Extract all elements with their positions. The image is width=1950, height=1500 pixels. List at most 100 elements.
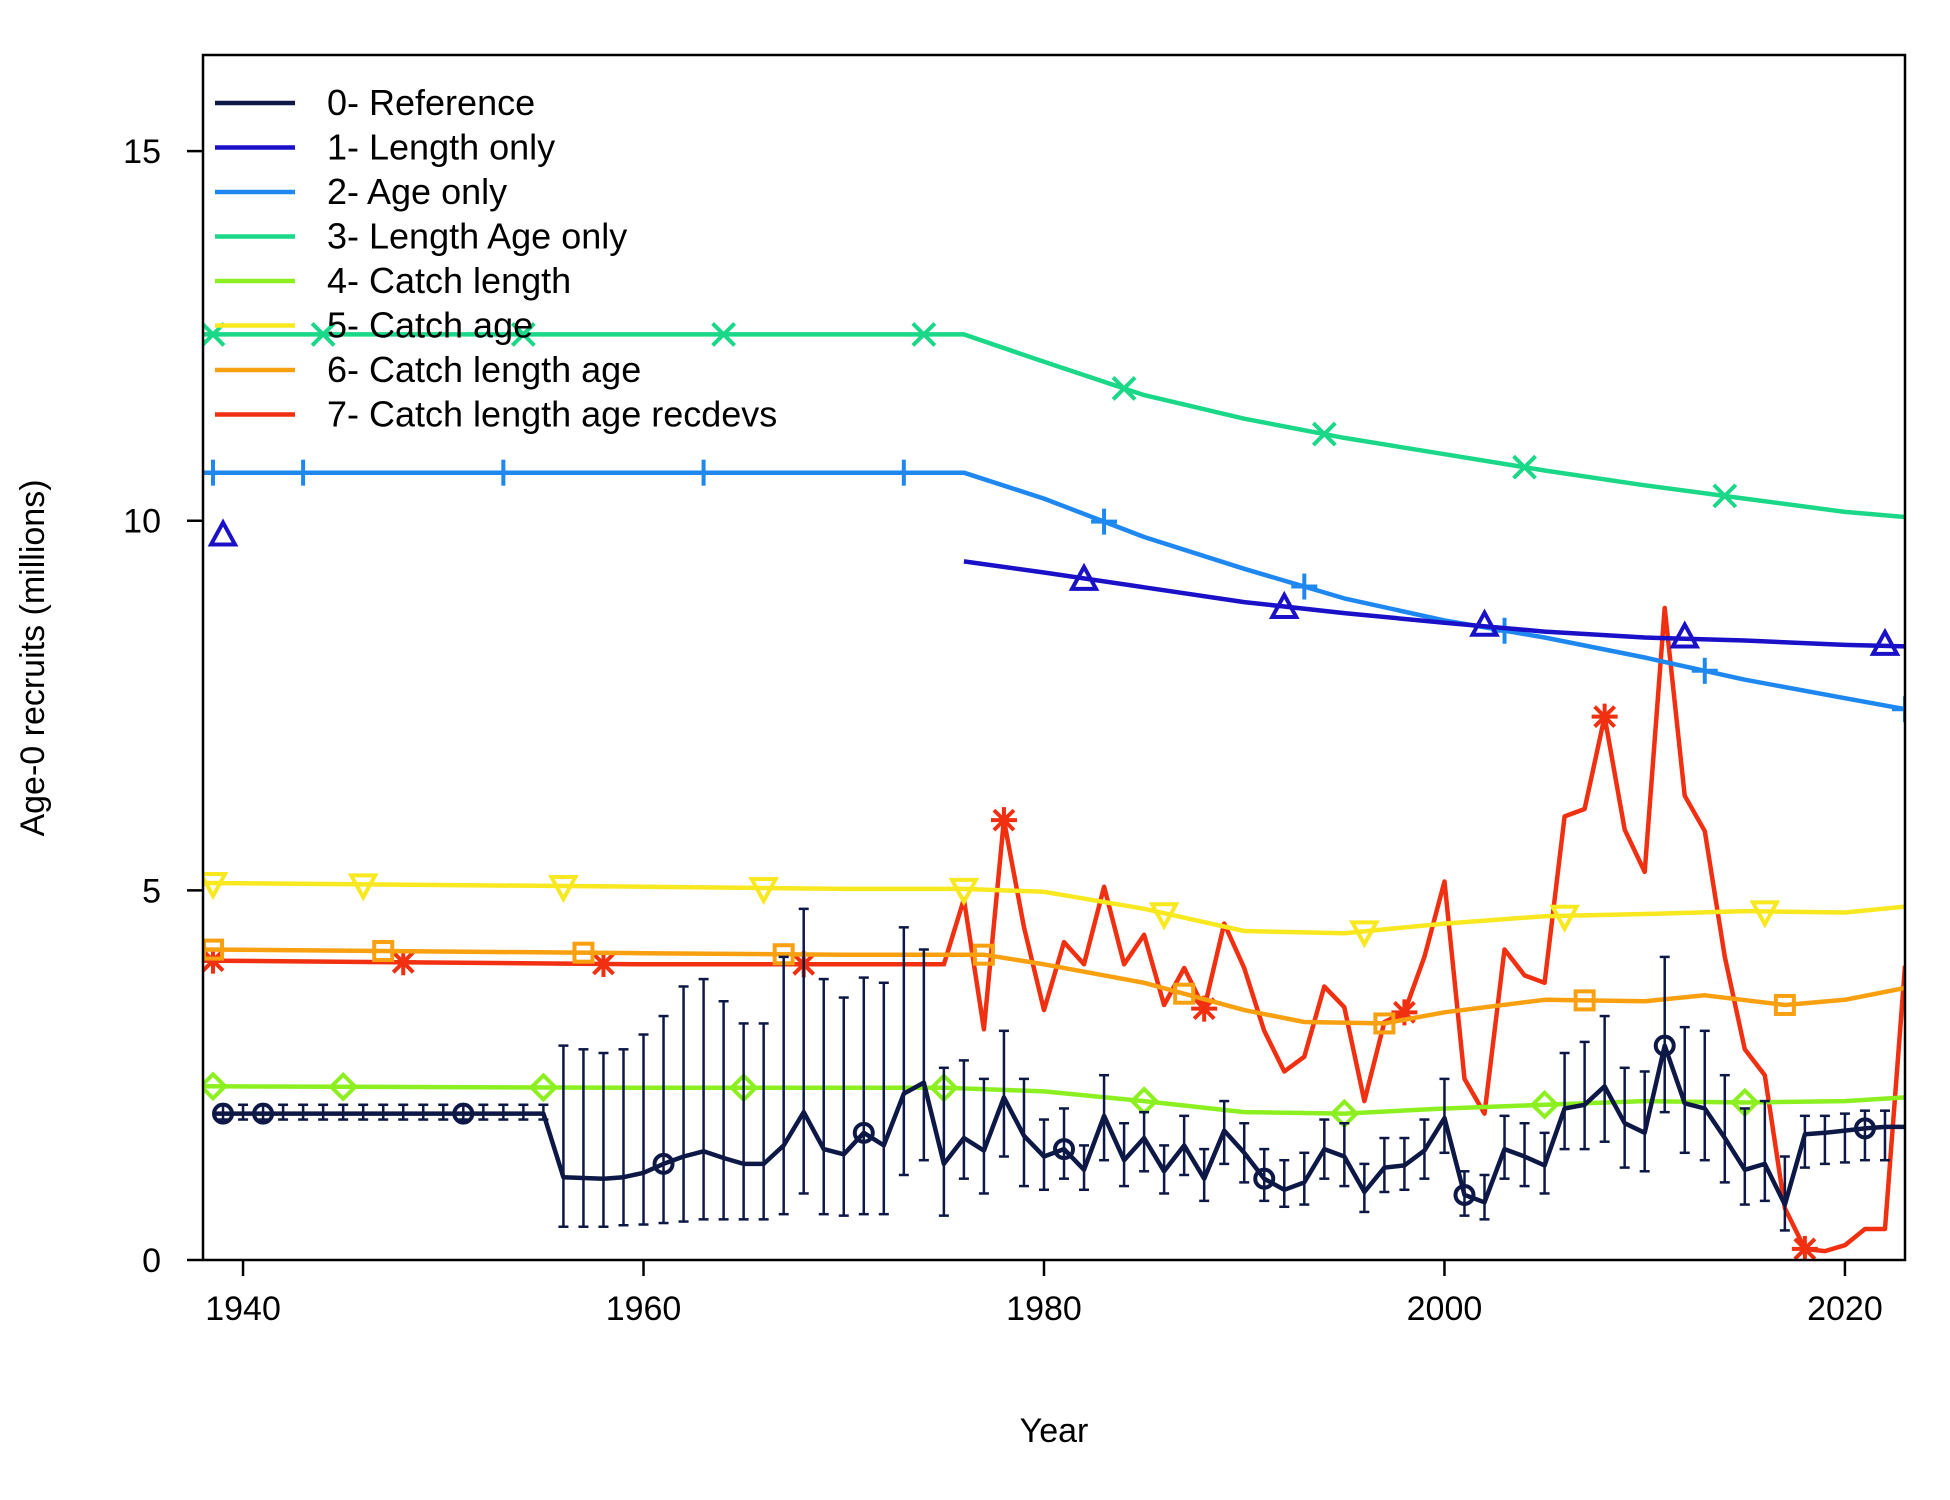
series-3	[203, 322, 1905, 520]
error-bar	[1379, 1136, 1390, 1194]
legend-entry: 1- Length only	[215, 127, 555, 168]
error-bar	[1679, 1025, 1690, 1155]
error-bar	[698, 977, 709, 1221]
legend-label: 4- Catch length	[327, 260, 571, 301]
series-marker	[572, 941, 595, 964]
error-bar	[1779, 1155, 1790, 1232]
series-marker	[690, 459, 717, 486]
error-bar	[818, 977, 829, 1216]
series-marker	[1291, 573, 1318, 600]
series-marker	[203, 1071, 228, 1102]
series-marker	[372, 940, 395, 963]
series-marker	[1311, 421, 1337, 447]
series-marker	[310, 322, 336, 347]
series-marker	[890, 459, 917, 486]
series-marker	[1148, 902, 1180, 931]
error-bar	[1739, 1107, 1750, 1206]
series-marker	[1691, 657, 1718, 684]
error-bar	[878, 981, 889, 1216]
series-marker	[1591, 703, 1618, 730]
x-tick-label: 1980	[1006, 1290, 1082, 1328]
legend-label: 5- Catch age	[327, 305, 533, 346]
y-axis-title: Age-0 recruits (millions)	[14, 479, 52, 836]
series-marker	[911, 322, 937, 347]
legend-entry: 0- Reference	[215, 82, 535, 123]
series-marker	[203, 872, 229, 901]
error-bar	[678, 985, 689, 1223]
error-bar	[938, 1066, 949, 1217]
series-marker	[1791, 1235, 1818, 1260]
legend-entry: 7- Catch length age recdevs	[215, 394, 777, 435]
legend-entry: 3- Length Age only	[215, 216, 627, 257]
error-bar	[1279, 1158, 1290, 1209]
error-bar	[1259, 1147, 1270, 1203]
error-bar	[1659, 955, 1670, 1114]
series-5	[203, 872, 1905, 949]
series-marker	[252, 1102, 275, 1125]
error-bar	[958, 1059, 969, 1180]
error-bar	[838, 996, 849, 1217]
error-bar	[1879, 1109, 1890, 1162]
series-marker	[1348, 920, 1380, 949]
series-marker	[1549, 904, 1580, 933]
series-0	[212, 907, 1905, 1232]
series-line	[203, 470, 1905, 712]
series-marker	[207, 518, 239, 547]
series-line	[203, 332, 1905, 520]
series-marker	[1773, 993, 1796, 1016]
legend-entry: 6- Catch length age	[215, 349, 641, 390]
error-bar	[978, 1077, 989, 1195]
series-marker	[1573, 989, 1596, 1012]
series-marker	[212, 1102, 235, 1125]
series-1	[207, 518, 1905, 656]
series-marker	[1669, 620, 1701, 649]
error-bar	[1619, 1066, 1630, 1169]
legend-entry: 2- Age only	[215, 171, 507, 212]
series-marker	[1268, 590, 1300, 619]
error-bar	[1599, 1014, 1610, 1143]
series-7	[203, 605, 1905, 1260]
error-bar	[798, 907, 809, 1195]
series-marker	[652, 1152, 675, 1175]
series-line	[203, 947, 1905, 1026]
series-marker	[852, 1121, 875, 1144]
series-marker	[711, 322, 737, 347]
legend-entry: 5- Catch age	[215, 305, 533, 346]
series-marker	[1512, 454, 1537, 480]
series-marker	[528, 1072, 559, 1103]
series-marker	[1653, 1034, 1676, 1057]
series-marker	[1253, 1167, 1276, 1190]
series-marker	[1869, 627, 1901, 656]
series-marker	[452, 1102, 475, 1125]
series-marker	[390, 949, 417, 976]
x-tick-label: 1960	[606, 1290, 682, 1328]
error-bar	[898, 926, 909, 1177]
series-marker	[510, 322, 536, 347]
y-tick-label: 5	[142, 872, 161, 910]
series-line	[203, 880, 1905, 936]
legend-entry: 4- Catch length	[215, 260, 571, 301]
series-marker	[328, 1071, 358, 1102]
y-tick-label: 0	[142, 1242, 161, 1280]
error-bar	[1059, 1107, 1070, 1180]
plot-frame	[201, 53, 1907, 1262]
series-line	[213, 1043, 1905, 1207]
error-bar	[598, 1051, 609, 1228]
y-tick-label: 15	[123, 133, 161, 171]
axes: 1940 1960 1980 2000 2020 0 5 10 15	[123, 133, 1883, 1328]
x-tick-label: 1940	[205, 1290, 281, 1328]
series-marker	[1053, 1138, 1076, 1161]
error-bar	[858, 976, 869, 1216]
legend-label: 3- Length Age only	[327, 216, 627, 257]
error-bar	[1819, 1114, 1830, 1166]
plot-layer	[203, 322, 1905, 1260]
x-tick-label: 2020	[1807, 1290, 1883, 1328]
error-bar	[1559, 1051, 1570, 1151]
y-tick-label: 10	[123, 503, 161, 541]
error-bar	[778, 955, 789, 1216]
series-marker	[1453, 1183, 1476, 1206]
series-marker	[290, 459, 317, 486]
series-marker	[1749, 900, 1781, 929]
series-marker	[1068, 562, 1100, 591]
